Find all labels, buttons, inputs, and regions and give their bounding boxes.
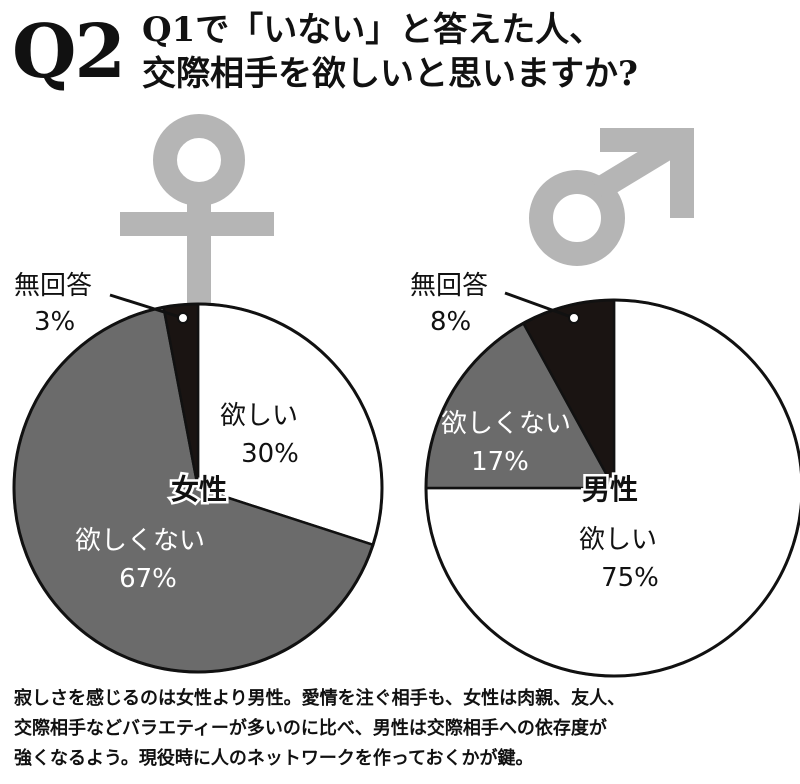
question-title-line1: Q1で「いない」と答えた人、 — [142, 10, 604, 50]
question-title: Q1で「いない」と答えた人、 交際相手を欲しいと思いますか? — [142, 8, 638, 96]
question-number: Q2 — [12, 9, 126, 95]
male-slice-1-value: 17% — [471, 447, 529, 477]
male-slice-2-value: 8% — [430, 307, 471, 337]
female-pie-outline — [12, 302, 384, 674]
caption-line1: 寂しさを感じるのは女性より男性。愛情を注ぐ相手も、女性は肉親、友人、 — [14, 688, 626, 709]
female-slice-0-value: 30% — [241, 439, 299, 469]
female-slice-1-value: 67% — [119, 564, 177, 594]
male-slice-0-label: 欲しい — [579, 525, 657, 555]
male-slice-1-label: 欲しくない — [441, 409, 571, 439]
caption-line3: 強くなるよう。現役時に人のネットワークを作っておくかが鍵。 — [14, 748, 534, 769]
pie-charts: 欲しい 30% 欲しくない 67% 無回答 3% 女性 欲しい 75% 欲しくない 17% 無回答 8… — [12, 114, 800, 678]
female-callout-dot — [177, 312, 189, 324]
female-slice-1-label: 欲しくない — [75, 526, 205, 556]
female-symbol-icon — [120, 114, 274, 308]
male-callout-dot — [568, 312, 580, 324]
male-slice-0-value: 75% — [601, 563, 659, 593]
question-title-line2: 交際相手を欲しいと思いますか? — [142, 54, 638, 94]
male-symbol-icon — [529, 128, 694, 266]
female-slice-0-label: 欲しい — [220, 401, 298, 431]
male-pie-outline — [424, 298, 800, 678]
pie-male: 欲しい 75% 欲しくない 17% 無回答 8% 男性 — [410, 271, 800, 678]
female-slice-2-value: 3% — [34, 307, 75, 337]
caption-line2: 交際相手などバラエティーが多いのに比べ、男性は交際相手への依存度が — [14, 718, 607, 739]
male-callout-line — [504, 291, 575, 320]
female-callout-line — [109, 293, 184, 320]
male-slice-2-label: 無回答 — [410, 271, 488, 301]
female-slice-2-label: 無回答 — [14, 271, 92, 301]
question-header: Q2 Q1で「いない」と答えた人、 交際相手を欲しいと思いますか? — [0, 0, 800, 110]
male-chart-title: 男性 — [582, 473, 638, 506]
caption: 寂しさを感じるのは女性より男性。愛情を注ぐ相手も、女性は肉親、友人、 交際相手な… — [14, 684, 794, 774]
female-chart-title: 女性 — [171, 473, 227, 506]
pie-female: 欲しい 30% 欲しくない 67% 無回答 3% 女性 — [12, 271, 384, 674]
